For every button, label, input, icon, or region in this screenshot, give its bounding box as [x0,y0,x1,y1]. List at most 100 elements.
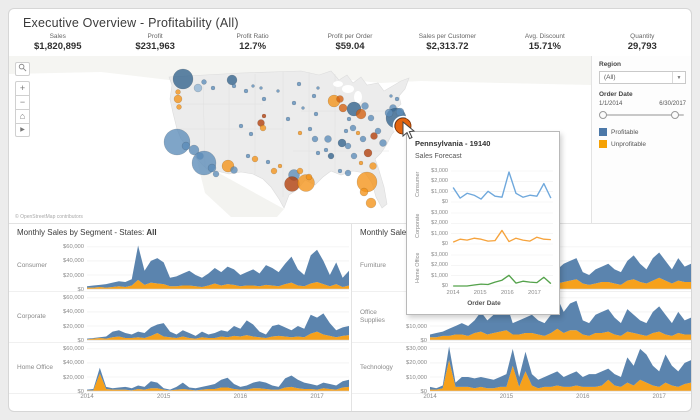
map-mark[interactable] [248,131,254,137]
map-mark[interactable] [311,93,317,99]
map-mark[interactable] [193,83,203,93]
map-mark[interactable] [245,153,251,159]
map-mark[interactable] [316,86,320,90]
map-mark[interactable] [307,126,313,132]
map-mark[interactable] [259,86,263,90]
map-mark[interactable] [313,111,319,117]
map-mark[interactable] [363,148,373,158]
slider-handle-start[interactable] [599,111,607,119]
map-home-button[interactable]: ⌂ [15,109,30,123]
map-mark[interactable] [172,68,194,90]
tooltip-y-tick-label: $0 [441,199,448,205]
map-mark[interactable] [207,163,217,173]
map-mark[interactable] [251,84,255,88]
y-tick-label: $30,000 [406,346,427,352]
map-mark[interactable] [261,113,267,119]
home-office-area-chart[interactable] [87,343,349,393]
region-filter-label: Region [599,61,622,68]
map-mark[interactable] [231,83,237,89]
map-mark[interactable] [337,138,347,148]
region-dropdown[interactable]: (All) ▼ [599,71,686,84]
map-mark[interactable] [395,107,405,117]
slider-handle-end[interactable] [671,111,679,119]
map-mark[interactable] [355,108,367,120]
map-mark[interactable] [359,135,367,143]
map-mark[interactable] [212,170,220,178]
kpi-label: Avg. Discount [524,33,565,40]
map-mark[interactable] [270,167,278,175]
map-mark[interactable] [243,88,249,94]
corporate-area-chart[interactable] [87,292,349,342]
map-mark[interactable] [276,89,280,93]
map-mark[interactable] [301,106,305,110]
map-mark[interactable] [175,89,181,95]
map-mark[interactable] [361,102,369,110]
map-mark[interactable] [384,108,394,118]
consumer-area-chart[interactable] [87,241,349,291]
x-tick-label: 2017 [310,394,324,400]
map-zoom-in-button[interactable]: + [15,81,30,95]
map-mark[interactable] [305,173,313,181]
map-mark[interactable] [369,162,377,170]
map-mark[interactable] [337,168,343,174]
map-mark[interactable] [336,95,344,103]
map-mark[interactable] [201,79,207,85]
map-mark[interactable] [349,124,357,132]
map-mark[interactable] [176,104,182,110]
map-mark[interactable] [315,150,321,156]
map-mark[interactable] [379,139,387,147]
map-mark[interactable] [324,135,332,143]
slider-track[interactable] [601,114,684,116]
map-mark[interactable] [291,100,297,106]
map-mark[interactable] [173,94,183,104]
map-mark[interactable] [343,128,349,134]
technology-area-chart[interactable] [430,343,691,393]
map-mark[interactable] [394,96,400,102]
map-mark[interactable] [259,124,267,132]
map-mark[interactable] [350,152,358,160]
map-mark[interactable] [296,167,304,175]
map-mark[interactable] [323,147,329,153]
map-mark[interactable] [181,141,191,151]
order-date-slider[interactable] [599,110,686,120]
map-mark[interactable] [238,123,244,129]
legend-item-unprofitable[interactable]: Unprofitable [599,140,686,148]
map-mark[interactable] [344,169,352,177]
map-mark[interactable] [327,152,335,160]
map-mark[interactable] [370,132,378,140]
map-mark[interactable] [367,114,375,122]
map-mark[interactable] [346,116,352,122]
map-mark[interactable] [365,197,377,209]
profitable-area [87,245,349,288]
map-pan-button[interactable]: ▶ [15,123,30,137]
kpi-label: Profit per Order [327,33,373,40]
map-mark[interactable] [284,176,300,192]
map-mark[interactable] [389,94,393,98]
sparkline-path [452,229,551,243]
map-mark[interactable] [296,81,302,87]
unprofitable-area [87,373,349,392]
map-search-button[interactable] [15,62,30,76]
map-mark[interactable] [359,187,369,197]
map-zoom-out-button[interactable]: − [15,95,30,109]
map-mark[interactable] [251,155,259,163]
map-mark[interactable] [285,116,291,122]
kpi-value: $59.04 [335,41,365,52]
map-mark[interactable] [338,103,348,113]
map-mark[interactable] [355,130,361,136]
map-mark[interactable] [277,163,283,169]
map-mark[interactable] [358,160,364,166]
map-mark[interactable] [188,144,200,156]
order-date-filter-label: Order Date [599,91,633,98]
map-mark[interactable] [311,135,319,143]
legend-item-profitable[interactable]: Profitable [599,128,686,136]
map-mark[interactable] [265,159,271,165]
map-mark[interactable] [210,85,216,91]
map-mark[interactable] [344,142,352,150]
map-mark[interactable] [374,127,382,135]
map-mark[interactable] [226,74,238,86]
y-tick-label: $60,000 [63,346,84,352]
map-mark[interactable] [261,96,267,102]
map-mark[interactable] [297,130,303,136]
map-mark[interactable] [230,166,238,174]
